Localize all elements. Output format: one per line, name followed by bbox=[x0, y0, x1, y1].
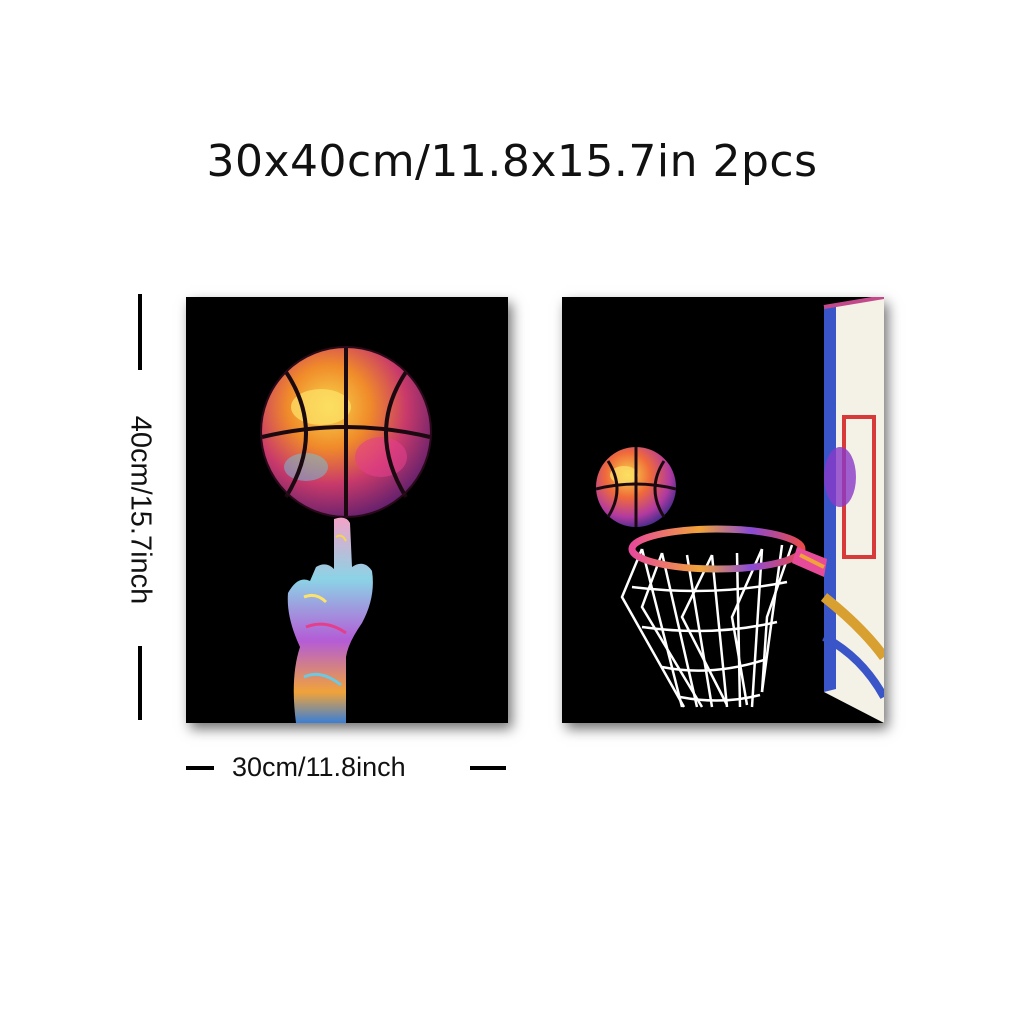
width-dimension-line-right bbox=[470, 766, 506, 770]
page-title: 30x40cm/11.8x15.7in 2pcs bbox=[206, 136, 818, 187]
height-dimension-line-top bbox=[138, 294, 142, 370]
hoop-art bbox=[595, 297, 884, 723]
backboard bbox=[820, 297, 884, 723]
width-dimension-label: 30cm/11.8inch bbox=[232, 752, 406, 782]
basketball-left bbox=[260, 346, 432, 518]
height-dimension-line-bottom bbox=[138, 646, 142, 720]
hand-basketball-art bbox=[260, 346, 432, 723]
hand-left bbox=[287, 517, 373, 723]
height-dimension-label: 40cm/15.7inch bbox=[124, 415, 157, 605]
basketball-right bbox=[595, 447, 677, 527]
rim bbox=[628, 525, 827, 577]
canvas-panel-left bbox=[186, 297, 508, 723]
width-dimension-line-left bbox=[186, 766, 214, 770]
net bbox=[620, 544, 794, 708]
canvas-panel-right bbox=[562, 297, 884, 723]
